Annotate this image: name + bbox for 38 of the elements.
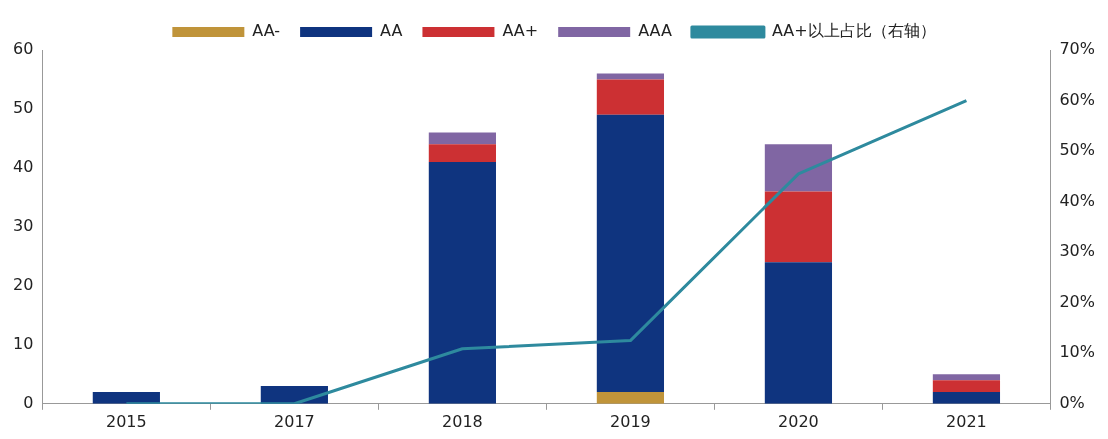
bar xyxy=(428,162,496,404)
bar xyxy=(764,144,833,192)
y-tick-label: 0 xyxy=(23,392,34,412)
bar xyxy=(764,262,833,404)
y2-tick-label: 30% xyxy=(1059,241,1095,261)
y-tick-label: 30 xyxy=(13,216,34,236)
y-tick-label: 60 xyxy=(13,39,34,59)
bar xyxy=(428,132,496,145)
bar xyxy=(764,191,833,263)
legend-label: AAA xyxy=(638,21,672,41)
bar xyxy=(596,392,665,404)
y-tick-label: 40 xyxy=(13,157,34,177)
bar xyxy=(428,144,496,163)
y2-tick-label: 50% xyxy=(1059,140,1095,160)
x-tick-label: 2017 xyxy=(274,411,315,431)
bar xyxy=(932,392,1001,404)
x-tick-label: 2020 xyxy=(778,411,819,431)
legend-label: AA+ xyxy=(502,21,539,41)
y2-tick-label: 10% xyxy=(1059,342,1095,362)
y2-tick-label: 40% xyxy=(1059,190,1095,210)
x-tick-label: 2018 xyxy=(442,411,483,431)
legend-label: AA+以上占比（右轴） xyxy=(771,21,936,41)
x-tick-label: 2015 xyxy=(106,411,147,431)
y-tick-label: 20 xyxy=(13,275,34,295)
y2-tick-label: 70% xyxy=(1059,39,1095,59)
bar xyxy=(932,380,1001,393)
y-tick-label: 50 xyxy=(13,98,34,118)
x-tick-label: 2019 xyxy=(610,411,651,431)
y2-tick-label: 60% xyxy=(1059,89,1095,109)
y2-tick-label: 20% xyxy=(1059,291,1095,311)
bar xyxy=(932,374,1001,381)
bar xyxy=(596,79,665,115)
legend-label: AA- xyxy=(252,21,281,41)
x-tick-label: 2021 xyxy=(946,411,987,431)
y-tick-label: 10 xyxy=(13,333,34,353)
bar xyxy=(596,114,665,393)
y2-tick-label: 0% xyxy=(1059,392,1085,412)
legend-label: AA xyxy=(380,21,403,41)
